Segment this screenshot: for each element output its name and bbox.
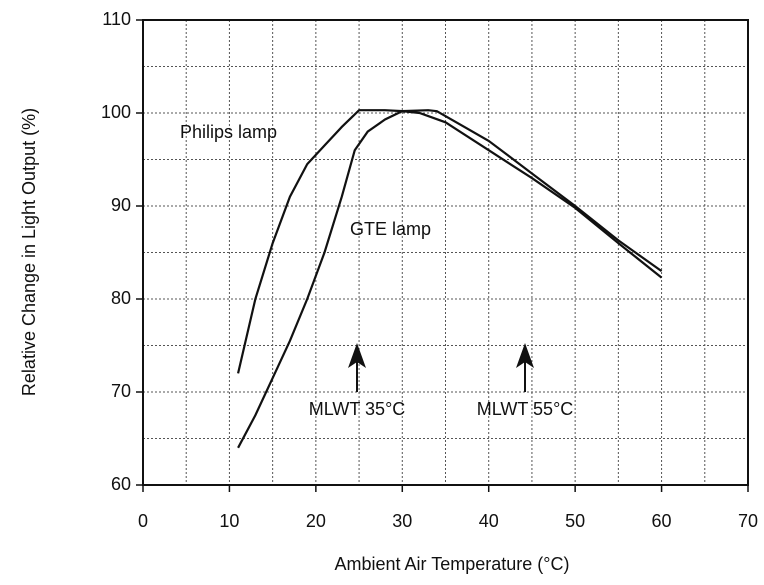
annotation: MLWT 55°C bbox=[477, 399, 574, 419]
y-axis-title: Relative Change in Light Output (%) bbox=[19, 108, 39, 396]
arrow-head bbox=[348, 343, 366, 368]
plot-frame bbox=[142, 19, 749, 486]
y-tick-label: 80 bbox=[111, 288, 131, 308]
series-label: GTE lamp bbox=[350, 219, 431, 239]
x-tick-label: 0 bbox=[138, 511, 148, 531]
series-line bbox=[236, 109, 663, 374]
y-tick-label: 70 bbox=[111, 381, 131, 401]
x-tick-label: 40 bbox=[479, 511, 499, 531]
x-tick-label: 50 bbox=[565, 511, 585, 531]
x-tick-label: 70 bbox=[738, 511, 758, 531]
x-tick-label: 10 bbox=[219, 511, 239, 531]
x-tick-label: 20 bbox=[306, 511, 326, 531]
series-line bbox=[237, 109, 663, 449]
annotation: MLWT 35°C bbox=[309, 399, 406, 419]
arrow-head bbox=[516, 343, 534, 368]
y-tick-label: 110 bbox=[102, 9, 131, 29]
y-tick-label: 90 bbox=[111, 195, 131, 215]
x-axis-title: Ambient Air Temperature (°C) bbox=[335, 554, 570, 574]
x-tick-label: 30 bbox=[392, 511, 412, 531]
y-tick-label: 100 bbox=[101, 102, 131, 122]
x-tick-label: 60 bbox=[652, 511, 672, 531]
y-tick-label: 60 bbox=[111, 474, 131, 494]
series-label: Philips lamp bbox=[180, 122, 277, 142]
